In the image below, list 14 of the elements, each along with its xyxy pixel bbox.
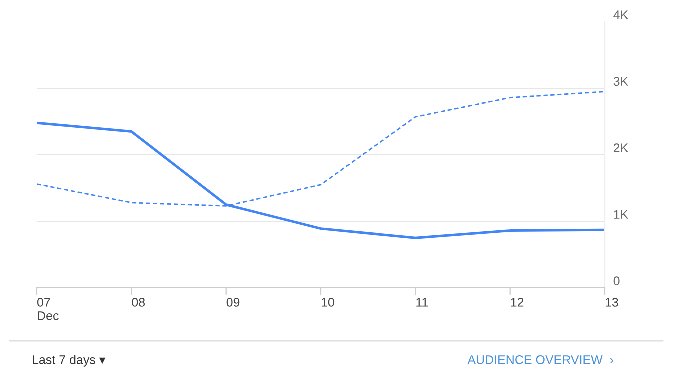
y-tick-label: 1K — [614, 210, 628, 219]
y-tick-label: 3K — [614, 77, 628, 86]
x-tick-label: 11 — [416, 298, 428, 307]
y-tick-label: 0 — [614, 276, 620, 286]
text: Last 7 days ▾ — [33, 355, 106, 367]
x-tick-label: 12 — [511, 298, 524, 307]
x-tick-label: 10 — [322, 298, 334, 307]
x-tick-label: 08 — [132, 298, 146, 307]
y-tick-label: 4K — [614, 10, 628, 20]
text: AUDIENCE OVERVIEW › — [468, 356, 614, 364]
x-tick-label: 09 — [226, 298, 240, 307]
x-tick-label: 13 — [606, 298, 618, 307]
y-tick-label: 2K — [614, 144, 628, 152]
x-tick-label: 07 Dec — [37, 298, 59, 320]
